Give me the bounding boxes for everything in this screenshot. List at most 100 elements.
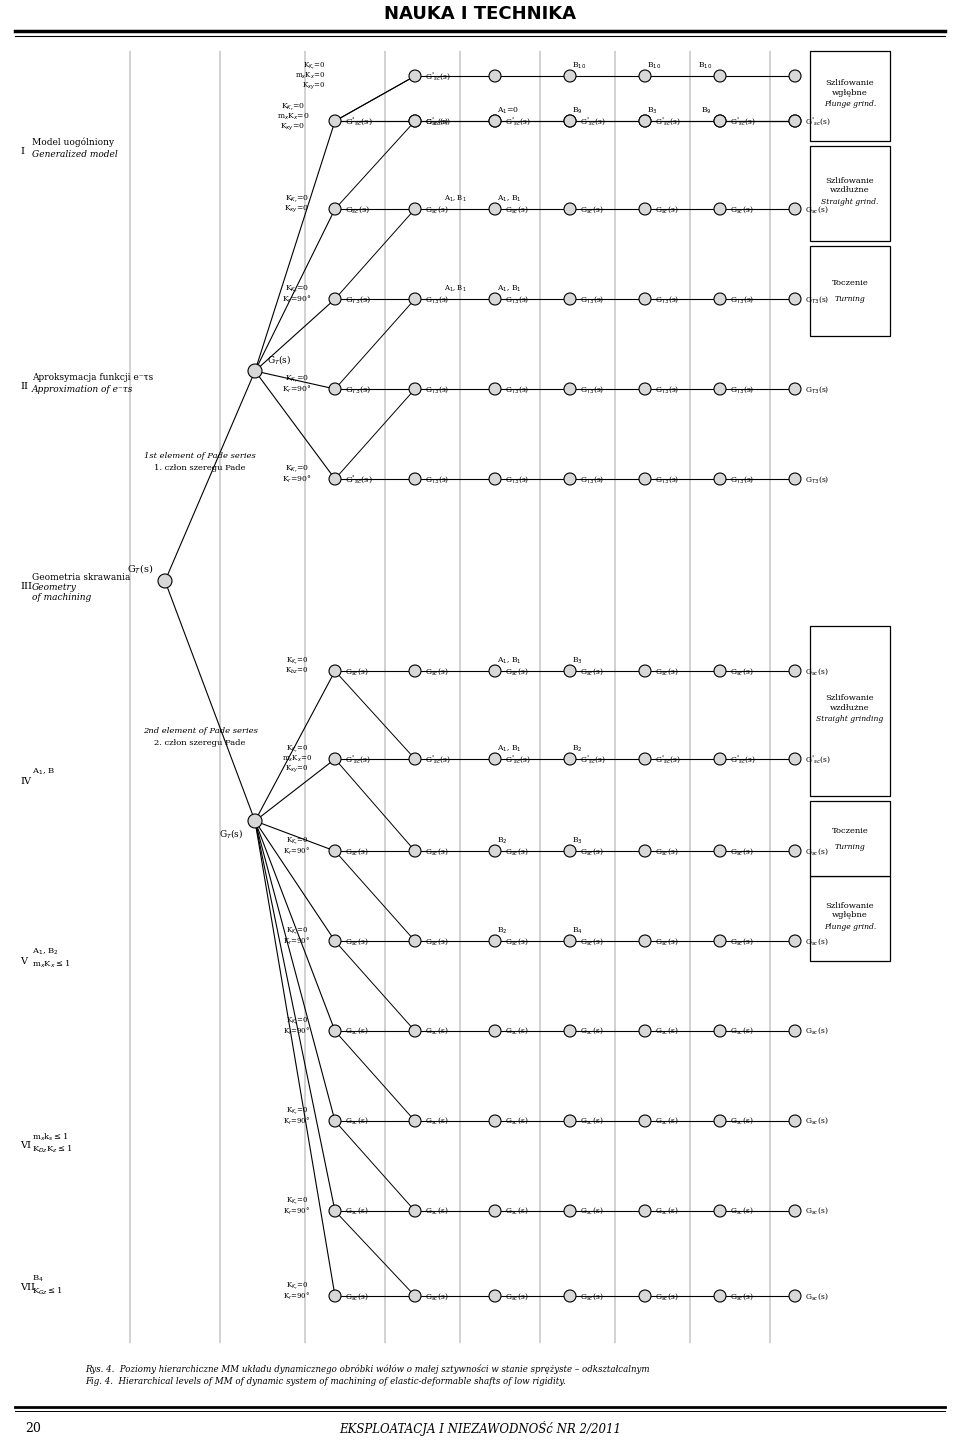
Text: G$_{sc}$(s): G$_{sc}$(s) xyxy=(345,846,369,856)
Circle shape xyxy=(489,1114,501,1127)
Text: B$_3$: B$_3$ xyxy=(572,656,583,666)
Text: A$_1$, B$_1$: A$_1$, B$_1$ xyxy=(497,744,521,755)
Circle shape xyxy=(564,293,576,305)
Text: G$_{sc}$(s): G$_{sc}$(s) xyxy=(805,203,828,215)
Circle shape xyxy=(329,1114,341,1127)
Text: G$_{sc}$(s): G$_{sc}$(s) xyxy=(505,1290,528,1302)
Text: K$_{K_r}$=0: K$_{K_r}$=0 xyxy=(285,373,309,385)
Circle shape xyxy=(409,665,421,678)
Circle shape xyxy=(639,1024,651,1037)
Text: V: V xyxy=(20,956,27,965)
Text: K$_{K_r}$=0: K$_{K_r}$=0 xyxy=(285,463,309,474)
Circle shape xyxy=(714,473,726,485)
Circle shape xyxy=(714,70,726,83)
Text: G$'_{sc}$(s): G$'_{sc}$(s) xyxy=(345,473,372,485)
Text: A$_1$=0: A$_1$=0 xyxy=(497,106,519,116)
Text: K$_r$=90°: K$_r$=90° xyxy=(283,936,310,946)
Circle shape xyxy=(489,473,501,485)
Text: G$_{sc}$(s): G$_{sc}$(s) xyxy=(655,936,679,946)
Text: Turning: Turning xyxy=(834,295,865,303)
Text: G$_T$(s): G$_T$(s) xyxy=(267,353,291,366)
Circle shape xyxy=(329,844,341,858)
Text: G$'_{sc}$(s): G$'_{sc}$(s) xyxy=(425,753,450,765)
Text: G$_{sc}$(s): G$_{sc}$(s) xyxy=(730,936,754,946)
Text: K$_r$=90°: K$_r$=90° xyxy=(282,293,312,305)
Text: K$_{xy}$=0: K$_{xy}$=0 xyxy=(285,763,308,775)
Circle shape xyxy=(789,293,801,305)
Circle shape xyxy=(639,203,651,215)
Text: G$_{sc}$(s): G$_{sc}$(s) xyxy=(655,846,679,856)
Text: G$_{sc}$(s): G$_{sc}$(s) xyxy=(805,1290,828,1302)
Text: 20: 20 xyxy=(25,1422,41,1435)
Circle shape xyxy=(564,1114,576,1127)
Circle shape xyxy=(248,364,262,379)
Text: G$_{sc}$(s): G$_{sc}$(s) xyxy=(580,666,604,676)
Text: G$_T$(s): G$_T$(s) xyxy=(219,827,243,840)
Circle shape xyxy=(639,934,651,948)
Text: Szlifowanie
wgłębne: Szlifowanie wgłębne xyxy=(826,80,875,97)
Circle shape xyxy=(248,814,262,829)
Circle shape xyxy=(639,1114,651,1127)
Text: G$_{T3}$(s): G$_{T3}$(s) xyxy=(655,293,680,305)
Text: B$_2$: B$_2$ xyxy=(572,744,583,755)
Circle shape xyxy=(329,1204,341,1217)
Text: EKSPLOATACJA I NIEZAWODNOŚć NR 2/2011: EKSPLOATACJA I NIEZAWODNOŚć NR 2/2011 xyxy=(339,1422,621,1436)
Circle shape xyxy=(714,1114,726,1127)
Text: VII: VII xyxy=(20,1284,35,1293)
Text: G$_{T3}$(s): G$_{T3}$(s) xyxy=(505,383,529,395)
Text: Szlifowanie
wzdłużne: Szlifowanie wzdłużne xyxy=(826,695,875,711)
Text: Straight grind.: Straight grind. xyxy=(822,197,878,206)
Text: K$_{K_r}$=0: K$_{K_r}$=0 xyxy=(286,656,308,666)
Text: 1. człon szeregu Pade: 1. człon szeregu Pade xyxy=(155,464,246,472)
Circle shape xyxy=(409,1114,421,1127)
Text: K$_r$=90°: K$_r$=90° xyxy=(283,1026,310,1036)
Circle shape xyxy=(714,1290,726,1302)
Text: G$_{sc}$(s): G$_{sc}$(s) xyxy=(345,1290,369,1302)
Text: K$_r$=90°: K$_r$=90° xyxy=(283,1290,310,1302)
Circle shape xyxy=(714,1024,726,1037)
Text: G$_{sc}$(s): G$_{sc}$(s) xyxy=(425,116,448,126)
Text: G$_{sc}$(s): G$_{sc}$(s) xyxy=(730,846,754,856)
Text: G$_{T3}$(s): G$_{T3}$(s) xyxy=(425,473,449,485)
Circle shape xyxy=(489,1290,501,1302)
Circle shape xyxy=(329,115,341,128)
Circle shape xyxy=(564,753,576,765)
Circle shape xyxy=(409,115,421,128)
Text: Plunge grind.: Plunge grind. xyxy=(824,100,876,107)
Circle shape xyxy=(564,844,576,858)
Text: B$_{10}$: B$_{10}$ xyxy=(698,61,712,71)
Text: G$_{sc}$(s): G$_{sc}$(s) xyxy=(730,666,754,676)
Circle shape xyxy=(489,115,501,128)
Text: B$_2$: B$_2$ xyxy=(497,926,508,936)
Text: G$_{sc}$(s): G$_{sc}$(s) xyxy=(805,666,828,676)
Circle shape xyxy=(714,1204,726,1217)
Text: G$_{sc}$(s): G$_{sc}$(s) xyxy=(345,1116,369,1126)
Circle shape xyxy=(409,753,421,765)
Circle shape xyxy=(639,1204,651,1217)
Text: Toczenie: Toczenie xyxy=(831,827,869,834)
Text: Turning: Turning xyxy=(834,843,865,850)
Text: Geometry: Geometry xyxy=(32,582,77,592)
Text: III: III xyxy=(20,582,32,591)
Text: G$_{sc}$(s): G$_{sc}$(s) xyxy=(655,1290,679,1302)
Circle shape xyxy=(639,753,651,765)
Circle shape xyxy=(489,1024,501,1037)
Text: G$_T$(s): G$_T$(s) xyxy=(127,562,153,576)
Text: Szlifowanie
wgłębne: Szlifowanie wgłębne xyxy=(826,903,875,918)
Text: G$_{sc}$(s): G$_{sc}$(s) xyxy=(805,846,828,856)
Text: K$_r$=90°: K$_r$=90° xyxy=(282,473,312,485)
Text: B$_4$: B$_4$ xyxy=(32,1274,43,1284)
Circle shape xyxy=(409,1290,421,1302)
Text: G$_{sc}$(s): G$_{sc}$(s) xyxy=(425,203,448,215)
Text: 2. człon szeregu Pade: 2. człon szeregu Pade xyxy=(155,739,246,747)
Text: K$_{xy}$=0: K$_{xy}$=0 xyxy=(284,203,309,215)
Text: B$_{10}$: B$_{10}$ xyxy=(572,61,587,71)
Text: A$_1$, B$_1$: A$_1$, B$_1$ xyxy=(444,194,467,205)
Text: K$_{K_r}$=0: K$_{K_r}$=0 xyxy=(286,1106,308,1116)
Circle shape xyxy=(329,383,341,395)
Text: K$_{K_r}$=0: K$_{K_r}$=0 xyxy=(281,102,305,113)
Text: 1st element of Pade series: 1st element of Pade series xyxy=(144,453,256,460)
Text: K$_r$=90°: K$_r$=90° xyxy=(282,383,312,395)
Text: G$_{T3}$(s): G$_{T3}$(s) xyxy=(345,293,372,305)
Text: G$_{sc}$(s): G$_{sc}$(s) xyxy=(580,1206,604,1216)
